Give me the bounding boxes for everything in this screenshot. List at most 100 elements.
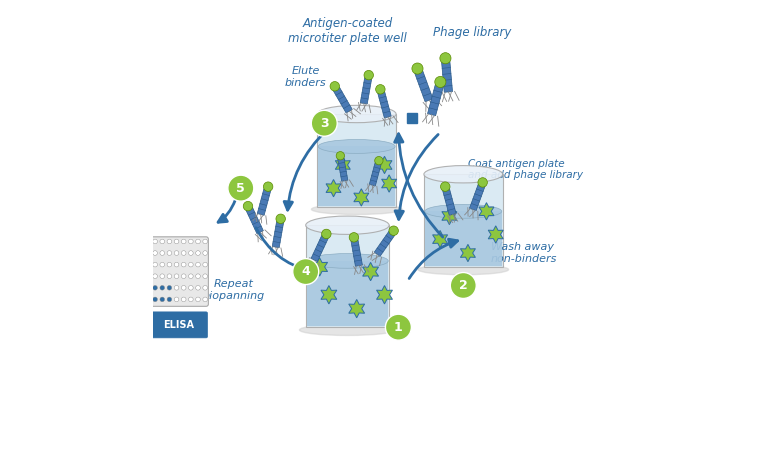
Circle shape — [364, 70, 374, 80]
Text: ELISA: ELISA — [163, 320, 194, 330]
Circle shape — [167, 274, 171, 279]
Polygon shape — [311, 258, 328, 276]
Polygon shape — [378, 91, 391, 118]
Text: 1: 1 — [394, 321, 403, 333]
Circle shape — [321, 229, 331, 239]
Circle shape — [195, 262, 200, 267]
Polygon shape — [326, 180, 341, 197]
Circle shape — [175, 251, 179, 255]
Text: 2: 2 — [459, 279, 468, 292]
Polygon shape — [363, 262, 378, 281]
Polygon shape — [433, 230, 448, 248]
Circle shape — [181, 239, 186, 244]
FancyBboxPatch shape — [306, 225, 389, 327]
Circle shape — [160, 262, 165, 267]
FancyBboxPatch shape — [407, 113, 417, 123]
Polygon shape — [333, 87, 352, 113]
Circle shape — [195, 274, 200, 279]
Ellipse shape — [307, 254, 388, 268]
Circle shape — [181, 262, 186, 267]
Circle shape — [203, 262, 208, 267]
Text: Repeat
biopanning: Repeat biopanning — [203, 280, 265, 301]
Ellipse shape — [299, 325, 395, 335]
Text: 5: 5 — [236, 182, 245, 195]
Circle shape — [441, 182, 450, 191]
Ellipse shape — [311, 204, 402, 214]
Polygon shape — [335, 156, 351, 174]
Circle shape — [175, 286, 179, 290]
Polygon shape — [428, 84, 444, 116]
Circle shape — [153, 297, 158, 302]
Ellipse shape — [424, 204, 501, 218]
FancyBboxPatch shape — [148, 237, 208, 306]
Circle shape — [175, 297, 179, 302]
FancyArrowPatch shape — [394, 134, 443, 237]
Circle shape — [160, 239, 165, 244]
Text: Elute
binders: Elute binders — [285, 66, 327, 88]
Polygon shape — [414, 71, 433, 102]
Circle shape — [434, 76, 446, 88]
Polygon shape — [442, 207, 457, 225]
Circle shape — [167, 262, 171, 267]
Circle shape — [412, 63, 423, 74]
Circle shape — [175, 239, 179, 244]
Circle shape — [181, 286, 186, 290]
Text: Wash away
non-binders: Wash away non-binders — [491, 242, 558, 264]
Polygon shape — [377, 286, 392, 304]
Circle shape — [389, 226, 398, 235]
Circle shape — [188, 274, 193, 279]
Circle shape — [153, 274, 158, 279]
Polygon shape — [375, 231, 394, 256]
Circle shape — [203, 239, 208, 244]
Circle shape — [336, 151, 345, 160]
Circle shape — [228, 175, 254, 201]
Polygon shape — [272, 221, 284, 248]
Circle shape — [375, 157, 383, 165]
Circle shape — [175, 262, 179, 267]
Ellipse shape — [318, 139, 395, 153]
FancyArrowPatch shape — [256, 228, 309, 272]
Circle shape — [188, 297, 193, 302]
FancyArrowPatch shape — [284, 130, 327, 210]
Circle shape — [160, 251, 165, 255]
Circle shape — [188, 286, 193, 290]
FancyArrowPatch shape — [395, 135, 438, 219]
Circle shape — [167, 286, 171, 290]
Circle shape — [153, 286, 158, 290]
Circle shape — [203, 251, 208, 255]
Polygon shape — [381, 175, 397, 192]
Circle shape — [195, 286, 200, 290]
Ellipse shape — [424, 166, 503, 183]
Circle shape — [349, 233, 358, 242]
Circle shape — [167, 297, 171, 302]
Circle shape — [153, 251, 158, 255]
Text: Antigen-coated
microtiter plate well: Antigen-coated microtiter plate well — [288, 17, 407, 45]
FancyBboxPatch shape — [318, 146, 395, 206]
Circle shape — [276, 214, 285, 224]
Polygon shape — [338, 158, 348, 182]
Circle shape — [188, 239, 193, 244]
Circle shape — [167, 239, 171, 244]
Polygon shape — [321, 286, 337, 304]
Circle shape — [181, 297, 186, 302]
FancyBboxPatch shape — [318, 114, 396, 207]
Circle shape — [451, 272, 476, 298]
Circle shape — [293, 258, 318, 285]
Polygon shape — [349, 300, 365, 318]
FancyArrowPatch shape — [409, 239, 458, 279]
Circle shape — [160, 274, 165, 279]
Polygon shape — [461, 244, 475, 262]
Circle shape — [203, 286, 208, 290]
Text: Coat antigen plate
and add phage library: Coat antigen plate and add phage library — [468, 159, 583, 181]
Circle shape — [188, 262, 193, 267]
Circle shape — [440, 53, 451, 64]
Circle shape — [195, 297, 200, 302]
Polygon shape — [470, 184, 485, 211]
Polygon shape — [443, 189, 456, 215]
Circle shape — [181, 274, 186, 279]
Circle shape — [160, 297, 165, 302]
Text: 3: 3 — [320, 117, 328, 130]
Polygon shape — [246, 207, 263, 234]
Polygon shape — [377, 156, 392, 174]
Circle shape — [311, 110, 338, 136]
